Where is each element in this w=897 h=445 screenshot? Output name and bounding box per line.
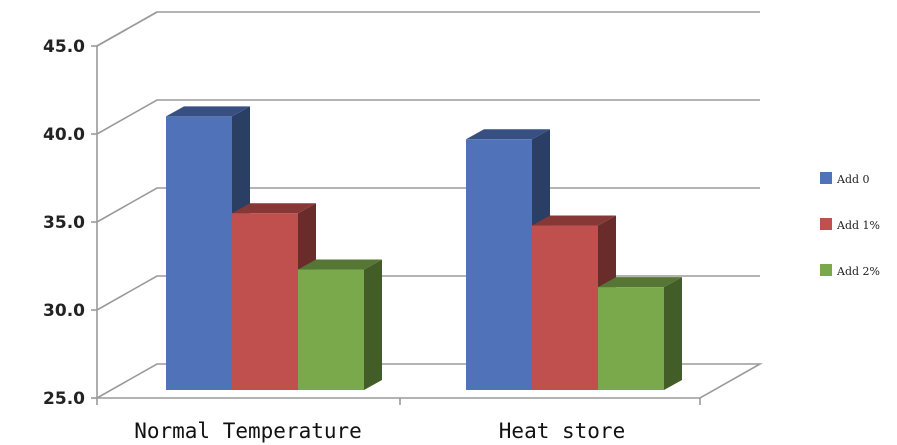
bar-front <box>166 116 232 391</box>
bar-side <box>664 277 682 390</box>
gridline <box>96 187 760 223</box>
legend-label: Add 2% <box>836 265 880 278</box>
x-category-label: Heat store <box>499 419 625 443</box>
y-axis-ticks: 25.0 30.0 35.0 40.0 45.0 <box>43 37 701 409</box>
bar <box>166 106 250 391</box>
bar-front <box>598 287 664 390</box>
legend-label: Add 0 <box>836 173 870 186</box>
bar-top <box>166 106 250 117</box>
bar-top <box>232 203 316 214</box>
y-tick-label: 45.0 <box>43 37 85 57</box>
y-tick-label: 30.0 <box>43 301 85 321</box>
bar-side <box>364 259 382 390</box>
legend-swatch <box>820 172 832 184</box>
legend-item: Add 0 <box>820 172 870 186</box>
x-axis-labels: Normal Temperature Heat store <box>134 419 625 443</box>
y-tick-label: 40.0 <box>43 125 85 145</box>
gridline <box>96 11 760 47</box>
x-category-label: Normal Temperature <box>134 419 362 443</box>
bar <box>298 259 382 390</box>
bar-top <box>466 129 550 140</box>
legend-swatch <box>820 264 832 276</box>
bar-top <box>598 277 682 288</box>
bar-top <box>298 259 382 270</box>
bar-front <box>232 213 298 390</box>
legend-item: Add 2% <box>820 264 880 278</box>
bar-front <box>298 269 364 390</box>
legend-item: Add 1% <box>820 218 880 232</box>
bar <box>598 277 682 390</box>
legend-swatch <box>820 218 832 230</box>
y-tick-label: 25.0 <box>43 389 85 409</box>
y-tick-label: 35.0 <box>43 213 85 233</box>
legend-label: Add 1% <box>836 219 880 232</box>
bar-top <box>532 215 616 226</box>
gridlines <box>96 11 760 311</box>
bar-front <box>532 225 598 390</box>
gridline <box>96 99 760 135</box>
bars <box>166 106 682 391</box>
legend: Add 0 Add 1% Add 2% <box>820 172 880 278</box>
chart-floor <box>93 363 764 399</box>
bar-front <box>466 139 532 390</box>
